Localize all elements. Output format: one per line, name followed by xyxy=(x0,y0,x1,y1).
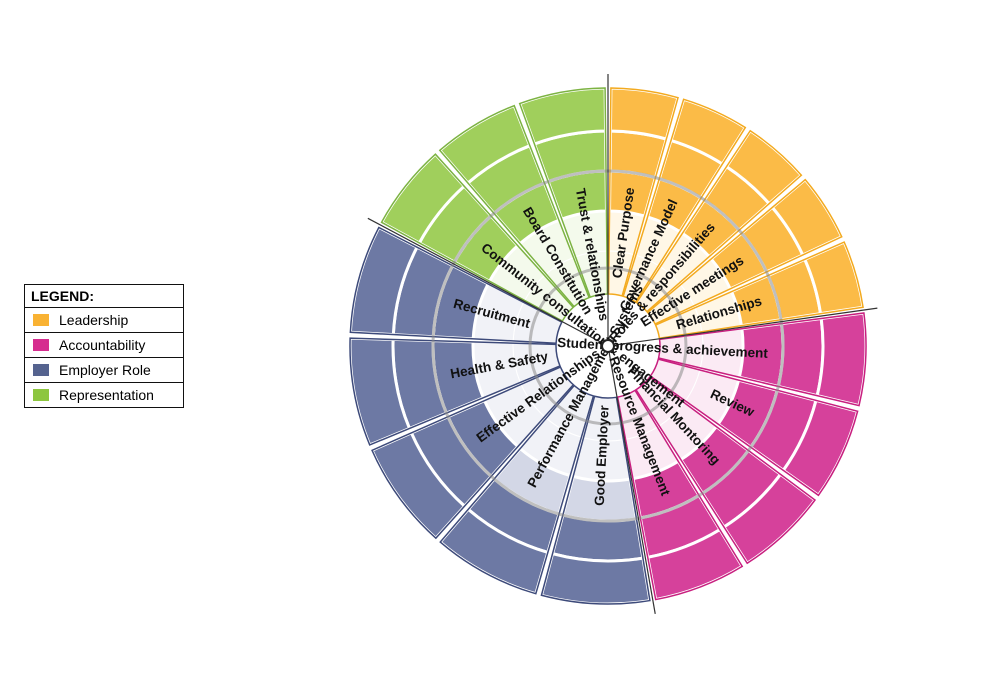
segment-outline xyxy=(635,129,803,313)
segment-outline xyxy=(635,375,817,565)
segment-label: Good Employer xyxy=(592,404,612,506)
wheel-segment xyxy=(607,311,868,408)
legend-item-accountability: Accountability xyxy=(25,333,183,358)
legend: LEGEND: Leadership Accountability Employ… xyxy=(24,284,184,408)
group-divider xyxy=(607,345,656,614)
segment-band xyxy=(815,311,868,408)
segment-outline xyxy=(349,337,561,446)
wheel-group-dividers xyxy=(367,74,878,614)
segment-band xyxy=(539,551,652,606)
employer-role-swatch xyxy=(33,364,49,376)
legend-label: Leadership xyxy=(59,312,129,328)
segment-outline xyxy=(657,312,867,407)
representation-swatch xyxy=(33,389,49,401)
segment-outline xyxy=(371,366,575,540)
legend-label: Representation xyxy=(59,387,154,403)
wheel-segment xyxy=(607,345,745,602)
segment-band xyxy=(776,316,825,398)
segment-outline xyxy=(540,395,651,605)
segment-outline xyxy=(518,87,609,299)
group-divider xyxy=(367,217,609,347)
segment-outline xyxy=(349,226,563,345)
wheel-segment xyxy=(607,177,844,347)
wheel-segment xyxy=(607,345,860,498)
wheel-center-hub xyxy=(601,339,615,353)
segment-outline xyxy=(649,358,859,497)
wheel-segment xyxy=(348,225,609,347)
wheel-segment xyxy=(438,345,609,596)
segment-outline xyxy=(622,98,747,304)
wheel-segment xyxy=(607,345,818,566)
accountability-swatch xyxy=(33,339,49,351)
segment-outline xyxy=(646,178,843,325)
segment-outline xyxy=(380,153,575,323)
segment-outline xyxy=(439,384,595,595)
wheel-segments xyxy=(348,86,868,606)
segment-outline xyxy=(654,241,864,340)
wheel-segment xyxy=(607,240,865,347)
legend-item-leadership: Leadership xyxy=(25,308,183,333)
segment-outline xyxy=(607,87,679,297)
legend-item-representation: Representation xyxy=(25,383,183,407)
leadership-swatch xyxy=(33,314,49,326)
segment-outline xyxy=(616,389,744,601)
legend-label: Employer Role xyxy=(59,362,151,378)
legend-item-employer-role: Employer Role xyxy=(25,358,183,383)
legend-label: Accountability xyxy=(59,337,146,353)
legend-title: LEGEND: xyxy=(25,285,183,308)
wheel-segment xyxy=(437,103,609,347)
segment-outline xyxy=(438,104,591,308)
group-divider xyxy=(607,307,878,347)
